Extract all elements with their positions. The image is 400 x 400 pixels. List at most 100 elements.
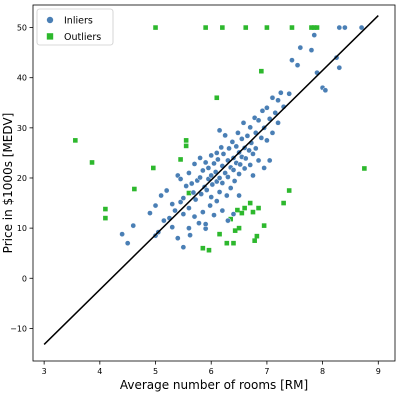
inlier-point — [252, 145, 259, 152]
x-tick-label: 6 — [209, 367, 214, 376]
plot-frame — [32, 4, 396, 362]
inlier-point — [200, 209, 206, 215]
inlier-point — [183, 183, 190, 189]
inlier-point — [225, 217, 231, 224]
outlier-point — [259, 68, 264, 74]
y-tick-label: −10 — [10, 324, 27, 333]
outlier-point — [214, 95, 220, 101]
inlier-point — [180, 244, 187, 251]
inlier-point — [186, 205, 192, 211]
outlier-point — [103, 215, 108, 221]
inlier-point — [322, 87, 329, 94]
inlier-point — [177, 176, 184, 182]
outlier-point — [250, 209, 256, 215]
inlier-point — [294, 62, 301, 69]
inlier-point — [230, 211, 237, 217]
legend-box — [36, 8, 114, 46]
inlier-point — [237, 161, 244, 168]
inlier-point — [218, 144, 225, 151]
inlier-point — [269, 94, 276, 101]
inlier-point — [247, 162, 254, 168]
outlier-point — [247, 200, 253, 206]
inlier-point — [174, 235, 181, 242]
legend: Inliers Outliers — [36, 8, 114, 46]
outlier-point — [228, 216, 234, 222]
inlier-point — [202, 159, 209, 166]
x-tick-label: 5 — [153, 367, 158, 376]
outlier-point — [236, 225, 242, 231]
outlier-point — [231, 240, 236, 246]
y-tick-label: 0 — [22, 274, 27, 283]
inlier-point — [215, 156, 221, 163]
inlier-point — [250, 172, 256, 179]
inlier-point — [203, 187, 210, 193]
x-tick-label: 3 — [42, 367, 47, 376]
inlier-point — [208, 152, 215, 159]
inlier-point — [216, 127, 223, 134]
x-tick-label: 9 — [376, 367, 381, 376]
x-axis-ticks: 3 4 5 6 7 8 9 — [42, 361, 381, 376]
inlier-point — [197, 155, 203, 161]
y-tick-label: 40 — [17, 74, 27, 83]
y-tick-label: 20 — [17, 174, 27, 183]
inlier-point — [241, 165, 248, 172]
inlier-point — [258, 135, 265, 141]
inlier-point — [225, 174, 231, 180]
inlier-point — [186, 170, 192, 176]
inlier-point — [297, 44, 304, 51]
inlier-point — [152, 202, 159, 209]
outlier-point — [150, 165, 156, 171]
inlier-point — [197, 174, 203, 181]
inlier-point — [242, 155, 249, 162]
inlier-point — [222, 132, 228, 139]
inlier-point — [198, 191, 205, 197]
inlier-point — [119, 231, 125, 237]
inlier-point — [264, 137, 270, 144]
inlier-point — [275, 97, 281, 104]
outlier-point — [183, 138, 189, 143]
inlier-point — [222, 170, 228, 176]
inlier-point — [227, 185, 234, 191]
inlier-point — [264, 104, 270, 111]
outlier-point — [232, 228, 238, 233]
inlier-point — [226, 145, 232, 152]
inlier-point — [247, 124, 254, 131]
inlier-point — [172, 207, 178, 214]
inlier-point — [336, 64, 343, 71]
inlier-point — [233, 143, 240, 150]
inlier-point — [230, 167, 237, 173]
outlier-point — [235, 207, 240, 213]
inlier-point — [250, 151, 256, 157]
inlier-point — [255, 157, 262, 164]
inlier-point — [177, 199, 184, 205]
outlier-point — [73, 138, 78, 143]
inlier-point — [277, 89, 284, 96]
inlier-point — [272, 109, 279, 116]
outliers-series — [73, 25, 367, 253]
inlier-point — [213, 198, 220, 204]
inlier-point — [169, 224, 176, 230]
inlier-point — [211, 160, 217, 167]
inlier-point — [231, 178, 238, 184]
outlier-point — [200, 245, 206, 251]
outlier-point — [243, 25, 249, 30]
outlier-point — [186, 190, 192, 196]
inlier-point — [211, 212, 217, 218]
inlier-point — [190, 189, 197, 196]
inlier-point — [147, 210, 153, 216]
inlier-point — [336, 24, 343, 31]
inlier-point — [180, 211, 187, 217]
y-tick-label: 50 — [17, 24, 27, 33]
inlier-point — [275, 119, 281, 126]
inlier-point — [216, 189, 223, 195]
outlier-point — [309, 25, 314, 30]
inlier-point — [213, 150, 220, 156]
legend-outliers-marker — [46, 33, 54, 40]
outlier-point — [311, 25, 317, 30]
inlier-point — [209, 181, 216, 188]
inlier-point — [124, 240, 131, 247]
inlier-point — [163, 187, 170, 194]
inlier-point — [191, 161, 198, 167]
outlier-point — [252, 238, 257, 243]
